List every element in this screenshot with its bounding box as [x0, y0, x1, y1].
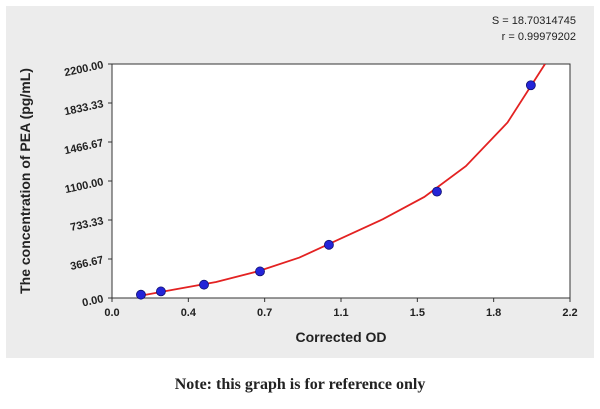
x-tick-label: 0.4 — [181, 307, 197, 319]
x-tick-label: 1.5 — [410, 307, 425, 319]
x-tick-label: 0.7 — [257, 307, 272, 319]
x-tick-label: 1.1 — [333, 307, 348, 319]
data-point — [136, 289, 146, 300]
stat-r: r = 0.99979202 — [502, 31, 576, 43]
x-tick-label: 2.2 — [562, 307, 577, 319]
y-axis-title: The concentration of PEA (pg/mL) — [17, 68, 33, 294]
data-point — [525, 80, 536, 91]
stat-s: S = 18.70314745 — [492, 15, 576, 27]
data-point — [156, 286, 166, 297]
note: Note: this graph is for reference only — [175, 376, 426, 393]
data-point — [432, 186, 442, 197]
data-point — [199, 279, 209, 290]
y-tick-label: 0.00 — [81, 293, 104, 309]
data-point — [255, 266, 265, 277]
x-tick-label: 0.0 — [104, 307, 119, 319]
plot-area — [111, 63, 571, 299]
data-point — [324, 239, 334, 250]
x-axis-title: Corrected OD — [295, 329, 386, 345]
x-tick-label: 1.8 — [486, 307, 501, 319]
